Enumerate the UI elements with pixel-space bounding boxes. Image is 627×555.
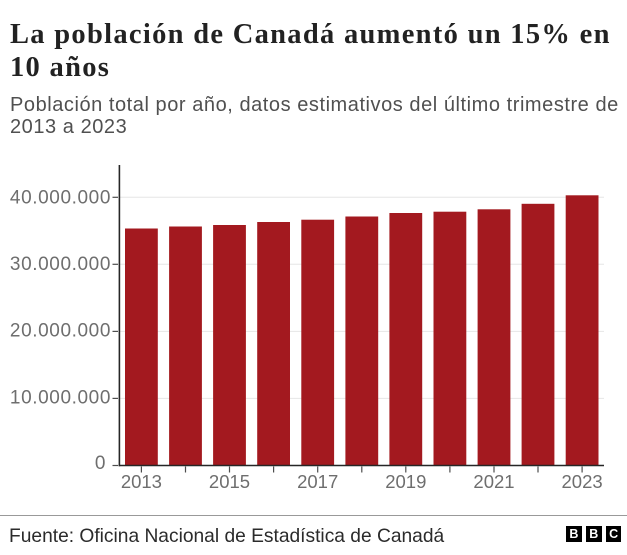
- svg-text:30.000.000: 30.000.000: [10, 254, 111, 275]
- svg-text:2013: 2013: [121, 471, 162, 492]
- svg-text:2017: 2017: [297, 471, 338, 492]
- svg-text:2023: 2023: [562, 471, 603, 492]
- svg-text:20.000.000: 20.000.000: [10, 321, 111, 342]
- svg-text:2021: 2021: [473, 471, 514, 492]
- svg-text:40.000.000: 40.000.000: [10, 187, 111, 208]
- svg-text:2015: 2015: [209, 471, 250, 492]
- svg-text:0: 0: [95, 453, 106, 474]
- svg-text:10.000.000: 10.000.000: [10, 387, 111, 408]
- svg-text:2019: 2019: [385, 471, 426, 492]
